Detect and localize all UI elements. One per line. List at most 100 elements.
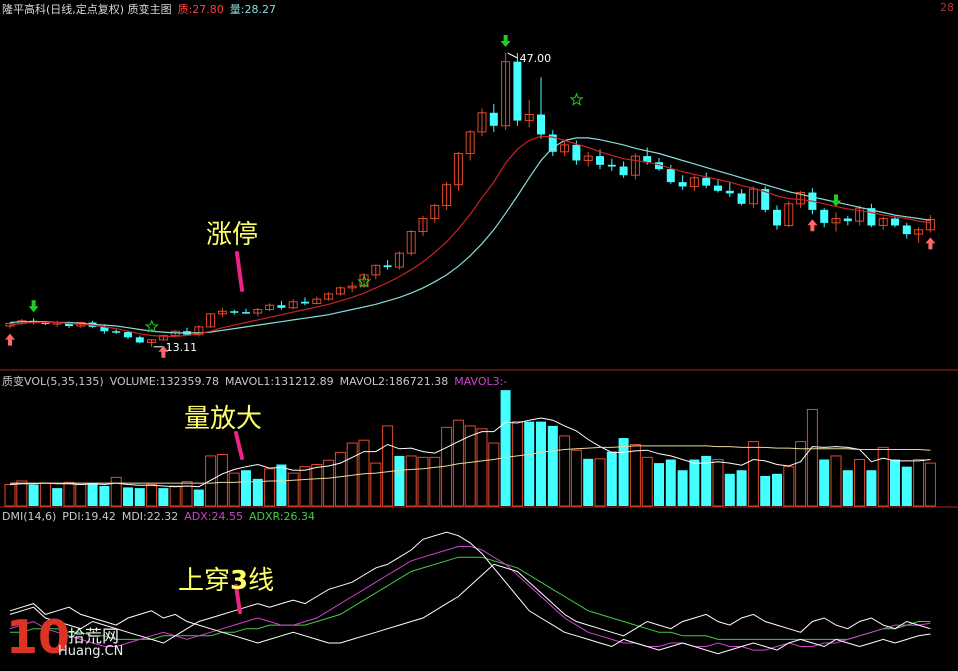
volume-bar-down	[901, 466, 912, 506]
buy-arrow-icon	[5, 333, 15, 346]
ma-long-line	[9, 137, 931, 334]
dmi-adxr: ADXR:26.34	[248, 510, 316, 523]
volume-bar-down	[547, 425, 558, 506]
candle-down	[277, 305, 286, 308]
sell-arrow-icon	[28, 300, 39, 313]
annotation-pointer	[234, 584, 242, 614]
candle-up	[406, 231, 416, 254]
volume-bar-up	[311, 464, 323, 507]
low-price-label: 13.11	[166, 341, 198, 354]
candle-down	[489, 112, 498, 126]
vol-mavol3: MAVOL3:-	[454, 375, 508, 388]
sell-arrow-icon	[500, 35, 511, 47]
candle-down	[666, 169, 675, 183]
volume-bar-up	[405, 455, 417, 507]
volume-up-annotation: 量放大	[184, 404, 263, 434]
volume-bar-down	[618, 438, 629, 506]
candle-down	[596, 156, 604, 165]
candle-down	[902, 225, 911, 235]
adxr-line	[10, 556, 931, 640]
volume-bar-up	[830, 455, 842, 507]
candle-up	[324, 293, 334, 300]
volume-bar-up	[924, 462, 936, 507]
candle-down	[548, 134, 557, 152]
candle-up	[560, 144, 570, 153]
dmi-adx: ADX:24.55	[184, 510, 243, 523]
volume-bar-down	[583, 458, 594, 506]
candle-up	[524, 114, 534, 122]
candle-down	[820, 209, 829, 223]
candle-down	[773, 209, 781, 226]
volume-bar-up	[63, 481, 75, 507]
volume-bar-down	[123, 487, 133, 506]
candle-up	[855, 207, 865, 222]
candle-up	[147, 339, 157, 343]
volume-bar-up	[228, 472, 240, 507]
volume-bar-down	[677, 470, 688, 506]
zhi-value: 质:27.80	[177, 3, 224, 16]
candle-down	[843, 218, 852, 222]
volume-bar-up	[323, 459, 335, 507]
volume-bar-up	[216, 454, 228, 507]
volume-bar-down	[724, 473, 735, 506]
volume-bar-up	[4, 484, 16, 507]
candle-down	[867, 208, 876, 226]
watermark: 10 拾荒网 Huang.CN	[6, 610, 146, 668]
volume-bar-up	[913, 459, 925, 507]
volume-panel	[4, 390, 936, 507]
volume-bar-down	[252, 478, 263, 506]
candle-up	[371, 264, 381, 276]
price-header: 隆平高科(日线,定点复权) 质变主图 质:27.80 量:28.27	[2, 1, 282, 17]
watermark-site: 拾荒网	[68, 627, 119, 647]
candle-down	[41, 322, 50, 325]
candle-up	[335, 287, 345, 295]
candle-up	[630, 155, 640, 176]
candle-up	[430, 205, 440, 220]
volume-bar-up	[169, 485, 181, 507]
candle-down	[761, 189, 770, 210]
volume-bar-down	[606, 451, 617, 506]
candle-up	[748, 188, 758, 205]
corner-label: 28	[940, 1, 954, 14]
star-icon	[357, 274, 372, 288]
volume-bar-down	[890, 459, 900, 506]
volume-bar-down	[28, 484, 39, 506]
volume-bar-up	[511, 421, 523, 507]
candle-down	[619, 166, 628, 176]
volume-bar-up	[39, 482, 51, 507]
candle-up	[465, 131, 475, 155]
volume-bar-up	[299, 466, 311, 507]
annotation-pointer	[234, 431, 244, 460]
ma-short-line	[9, 135, 931, 337]
candle-down	[65, 322, 73, 326]
buy-arrow-icon	[158, 345, 169, 358]
pdi-line	[9, 531, 931, 655]
candle-down	[643, 156, 652, 163]
buy-arrow-icon	[925, 237, 936, 250]
candle-up	[914, 229, 924, 235]
candle-up	[784, 203, 794, 226]
candle-down	[112, 331, 121, 333]
candle-down	[537, 114, 545, 135]
candle-down	[513, 61, 522, 121]
high-pointer	[507, 52, 518, 59]
candle-up	[583, 155, 593, 161]
candle-down	[100, 326, 109, 332]
volume-bar-up	[476, 428, 488, 507]
volume-bar-up	[146, 484, 158, 507]
volume-bar-down	[654, 463, 664, 506]
candle-up	[312, 298, 322, 304]
volume-bar-down	[394, 455, 405, 506]
candle-down	[891, 218, 899, 226]
mavol1-line	[9, 417, 931, 488]
volume-bar-down	[134, 488, 145, 506]
volume-bar-up	[594, 458, 606, 507]
buy-arrow-icon	[807, 219, 818, 232]
dmi-mdi: MDI:22.32	[121, 510, 179, 523]
candle-up	[831, 218, 841, 224]
cross-annotation: 上穿3线	[178, 560, 274, 597]
mavol2-line	[10, 445, 931, 484]
candle-down	[725, 190, 734, 194]
volume-bar-down	[276, 464, 287, 506]
